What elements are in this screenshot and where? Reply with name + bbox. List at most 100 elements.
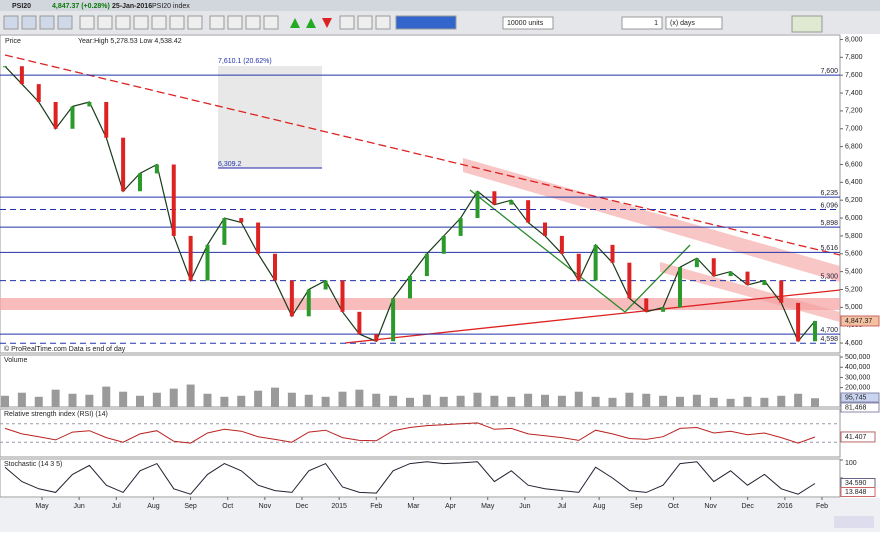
trendline (469, 189, 626, 313)
level-label: 5,300 (820, 273, 838, 280)
candle (19, 66, 24, 85)
period-unit: (x) days (670, 20, 695, 27)
last-volume-box (840, 402, 880, 413)
volume-bar (389, 395, 398, 407)
candle (728, 271, 733, 277)
quote: 4,847.37 (+0.28%) (52, 3, 110, 10)
y-tick-label: 5,800 (845, 233, 863, 240)
candle (694, 258, 699, 268)
level-label: 5,898 (820, 220, 838, 227)
volume-bar (17, 392, 26, 407)
last-price-label: 4,847.37 (845, 318, 872, 325)
volume-bar (406, 397, 414, 407)
volume-bar (743, 396, 752, 407)
rsi-label: Relative strength index (RSI) (14) (4, 411, 108, 418)
volume-bar (237, 395, 246, 407)
candle (408, 276, 412, 299)
candle (53, 101, 58, 129)
month-label: May (481, 503, 495, 510)
y-tick-label: 100 (845, 460, 857, 467)
volume-bar (152, 392, 161, 407)
units: 10000 units (507, 20, 544, 27)
volume-bar (659, 395, 668, 407)
x-axis-bar (0, 498, 880, 532)
candle (661, 307, 666, 312)
volume-bar (794, 393, 803, 407)
chart-type-button[interactable] (791, 15, 823, 33)
candle (188, 235, 193, 281)
volume-bar (541, 394, 549, 407)
candle (70, 106, 75, 129)
volume-bar (254, 390, 263, 407)
volume-bar (709, 397, 718, 407)
month-label: Jul (112, 503, 121, 510)
candle (559, 235, 564, 254)
candle (745, 271, 750, 286)
volume-bar (102, 386, 111, 407)
symbol[interactable]: PSI20 (12, 3, 31, 10)
candle (154, 164, 159, 174)
candle (475, 191, 480, 219)
month-label: Jun (73, 503, 84, 510)
footer: © ProRealTime.com Data is end of day (4, 345, 126, 353)
volume-bar (642, 393, 651, 407)
period-input[interactable] (621, 16, 663, 30)
candle (256, 222, 261, 254)
y-tick-label: 5,600 (845, 251, 863, 258)
month-label: Feb (816, 503, 828, 510)
candle (796, 302, 801, 342)
candle (391, 298, 396, 342)
rsi-last-label: 41.407 (845, 434, 867, 441)
level-label: 6,096 (820, 202, 838, 209)
units-input[interactable] (502, 16, 554, 30)
candle (3, 66, 7, 68)
last-volume-label: 95,745 (845, 394, 867, 401)
candle (543, 222, 547, 236)
month-label: May (35, 503, 49, 510)
y-tick-label: 500,000 (845, 354, 870, 361)
candle (627, 262, 632, 299)
level-label: 5,616 (820, 245, 838, 252)
y-tick-label: 400,000 (845, 364, 870, 371)
volume-bar (220, 396, 229, 407)
level-label: 4,598 (820, 336, 838, 343)
volume-bar (169, 388, 178, 407)
volume-bar (608, 397, 617, 407)
candle (711, 258, 716, 277)
period-count: 1 (654, 20, 658, 27)
volume-bar (34, 396, 43, 407)
candle (779, 280, 784, 303)
candle (222, 218, 227, 245)
month-label: Nov (704, 503, 717, 510)
toolbar-icons[interactable] (3, 15, 457, 30)
rsi-line (4, 422, 816, 444)
candle (357, 311, 362, 335)
candle (424, 253, 429, 277)
volume-bar (186, 384, 195, 407)
month-label: Mar (407, 503, 420, 510)
month-label: Dec (296, 503, 309, 510)
volume-bar (524, 393, 533, 407)
y-tick-label: 7,200 (845, 108, 863, 115)
y-tick-label: 6,400 (845, 179, 863, 186)
volume-label: Volume (4, 357, 27, 364)
candle (593, 244, 598, 281)
period-select[interactable] (665, 16, 723, 30)
stoch-last-box (840, 487, 876, 497)
y-tick-label: 6,200 (845, 197, 863, 204)
zoom-buttons[interactable] (834, 516, 874, 528)
candle (36, 84, 41, 102)
y-tick-label: 5,400 (845, 268, 863, 275)
volume-bar (490, 395, 499, 407)
candle (492, 191, 497, 205)
title-bar (0, 0, 880, 11)
y-tick-label: 5,200 (845, 286, 863, 293)
volume-bar (68, 393, 77, 407)
volume-bar (271, 387, 279, 407)
volume-bar (760, 397, 769, 407)
level-label: 7,600 (820, 68, 838, 75)
volume-bar (203, 393, 212, 407)
y-tick-label: 200,000 (845, 384, 870, 391)
volume-bar (85, 394, 94, 407)
month-label: Oct (668, 503, 679, 510)
